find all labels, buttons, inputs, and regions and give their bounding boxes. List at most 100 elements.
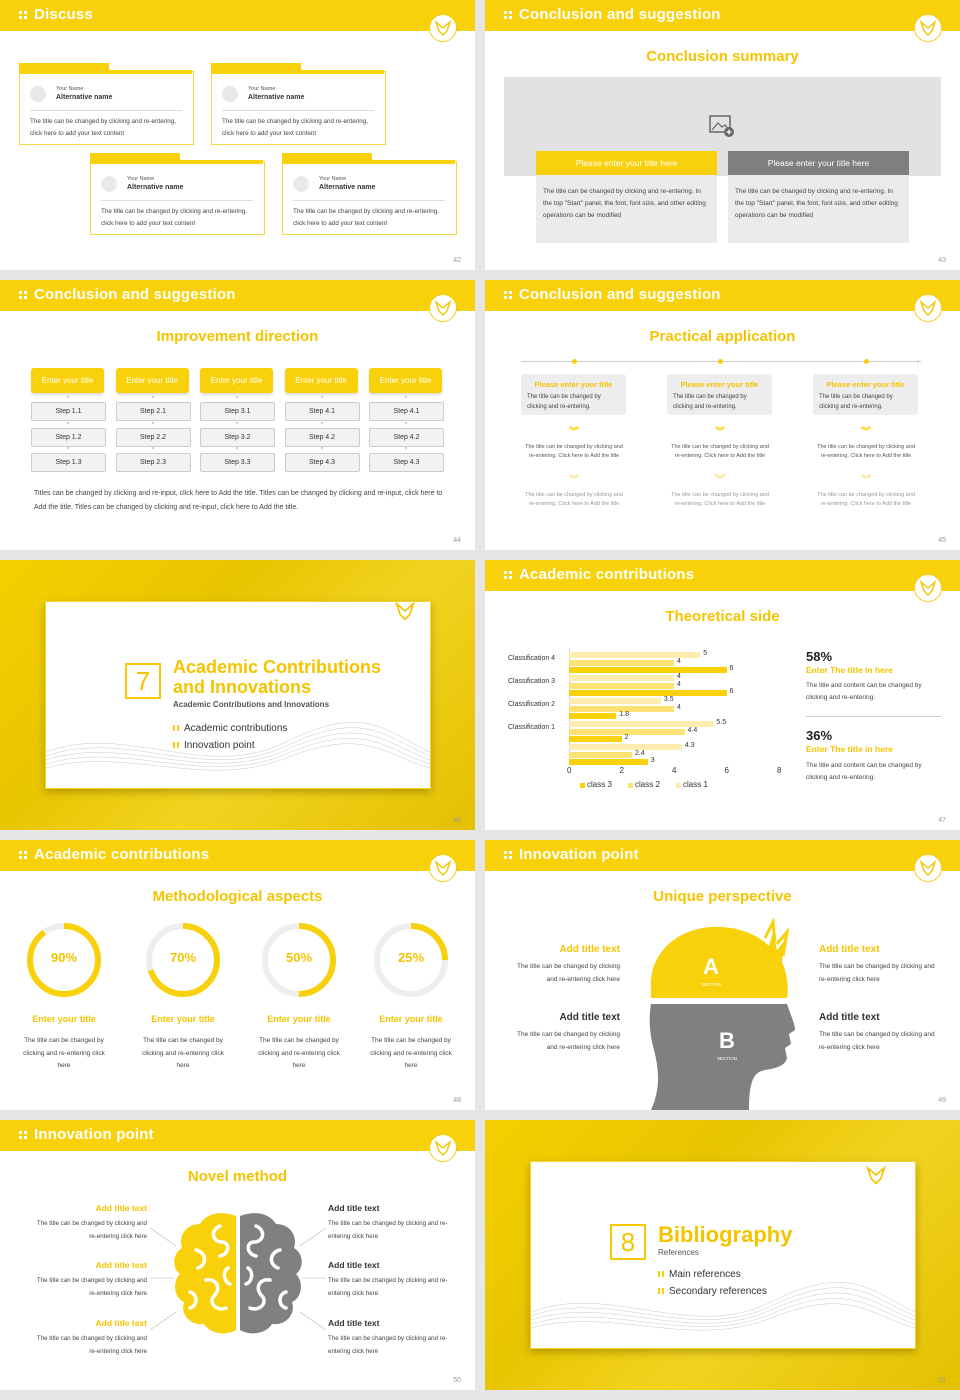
slide-48[interactable]: Academic contributions Methodological as… <box>0 840 475 1110</box>
title-button-1[interactable]: Please enter your title here <box>536 151 717 175</box>
page-number: 51 <box>938 1377 946 1384</box>
profile-card[interactable]: Your Name Alternative name The title can b… <box>211 63 386 145</box>
step-box[interactable]: Step 4.1 <box>284 402 360 421</box>
section-a-label: A <box>703 954 719 979</box>
column-title-button[interactable]: Enter your title <box>284 368 358 393</box>
step-box[interactable]: Step 4.3 <box>284 453 360 472</box>
connector-dot <box>405 447 407 449</box>
stat-title: Enter The title in here <box>806 665 893 675</box>
slide-43[interactable]: Conclusion and suggestion Conclusion sum… <box>485 0 960 270</box>
step-box[interactable]: Step 2.1 <box>115 402 191 421</box>
slide-42[interactable]: Discuss Your Name Alternative name The tit… <box>0 0 475 270</box>
profile-card[interactable]: Your Name Alternative name The title can b… <box>90 153 265 235</box>
item-text: The title can be changed by clicking and… <box>328 1335 448 1355</box>
bar <box>569 690 727 696</box>
section-item[interactable]: Academic contributions <box>173 723 287 734</box>
section-item[interactable]: Secondary references <box>658 1286 767 1297</box>
item-title: Add title text <box>95 1260 147 1270</box>
slide-subtitle: Theoretical side <box>665 608 780 625</box>
title-button-2[interactable]: Please enter your title here <box>728 151 909 175</box>
card-text: The title can be changed by clicking and… <box>293 208 439 227</box>
slide-47[interactable]: Academic contributions Theoretical side … <box>485 560 960 830</box>
step-box[interactable]: Step 1.2 <box>31 427 106 447</box>
chevron-down-icon: ︾ <box>715 475 725 486</box>
step-box[interactable]: Step 4.2 <box>284 427 360 447</box>
step-box[interactable]: Step 3.2 <box>200 427 275 447</box>
category-label: Classification 3 <box>508 678 556 685</box>
chevron-down-icon: ︾ <box>569 427 579 438</box>
bar-value-label: 3.5 <box>663 696 674 703</box>
slide-title: Conclusion and suggestion <box>519 286 721 303</box>
step-box[interactable]: Step 4.3 <box>369 453 444 472</box>
page-number: 43 <box>938 257 946 264</box>
step-box[interactable]: Step 1.1 <box>31 402 106 421</box>
step-box[interactable]: Step 2.2 <box>115 427 191 447</box>
dots-icon <box>504 851 513 860</box>
card-your-name: Your Name <box>319 176 347 182</box>
dots-icon <box>19 1131 28 1140</box>
step-box[interactable]: Step 1.3 <box>31 453 106 472</box>
ring-title: Enter your title <box>151 1014 215 1024</box>
column-title-button[interactable]: Enter your title <box>200 368 273 393</box>
logo-icon <box>914 294 942 322</box>
step-box[interactable]: Step 4.1 <box>369 402 444 421</box>
slide-49[interactable]: Innovation point Unique perspective A SE… <box>485 840 960 1110</box>
progress-ring: 50% <box>261 922 337 998</box>
item-text: The title can be changed by clicking and… <box>517 1031 620 1051</box>
step-box[interactable]: Step 2.3 <box>115 453 191 472</box>
bar-value-label: 4.4 <box>687 726 698 734</box>
slide-title: Discuss <box>34 6 93 23</box>
step-box[interactable]: Step 3.1 <box>200 402 275 421</box>
column-title-button[interactable]: Enter your title <box>115 368 189 393</box>
slide-50[interactable]: Innovation point Novel method Add title … <box>0 1120 475 1390</box>
profile-card[interactable]: Your Name Alternative name The title can b… <box>19 63 194 145</box>
step-box[interactable]: Step 4.2 <box>369 427 444 447</box>
application-card[interactable]: Please enter your title The title can be … <box>667 374 772 415</box>
item-title: Add title text <box>819 1012 880 1023</box>
slide-44[interactable]: Conclusion and suggestion Improvement di… <box>0 280 475 550</box>
card-title: Please enter your title <box>534 380 613 389</box>
image-icon <box>222 86 238 102</box>
slide-51[interactable]: 8 Bibliography References Main reference… <box>485 1120 960 1390</box>
card-text: The title can be changed by clicking and… <box>30 118 176 137</box>
step-box[interactable]: Step 3.3 <box>200 453 275 472</box>
connector-dot <box>67 421 69 424</box>
ring-title: Enter your title <box>267 1014 331 1024</box>
profile-card[interactable]: Your Name Alternative name The title can b… <box>282 153 457 235</box>
bar <box>569 713 617 719</box>
card-alt-name: Alternative name <box>319 184 376 191</box>
slide-header: Conclusion and suggestion <box>485 280 960 311</box>
slide-header: Innovation point <box>0 1120 475 1151</box>
logo-icon <box>390 602 420 626</box>
slide-45[interactable]: Conclusion and suggestion Practical appl… <box>485 280 960 550</box>
slide-46[interactable]: 7 Academic Contributions and Innovations… <box>0 560 475 830</box>
dots-icon <box>19 11 28 20</box>
page-number: 46 <box>453 817 461 824</box>
divider <box>806 716 941 717</box>
bar <box>569 759 648 765</box>
timeline-arrow-icon: › <box>917 357 920 366</box>
column-title-button[interactable]: Enter your title <box>369 368 442 393</box>
item-text: The title can be changed by clicking and… <box>517 963 620 983</box>
application-card[interactable]: Please enter your title The title can be … <box>813 374 918 415</box>
progress-ring: 70% <box>145 922 221 998</box>
ring-text: The title can be changed by clicking and… <box>23 1037 105 1069</box>
dots-icon <box>173 725 179 732</box>
slide-title: Conclusion and suggestion <box>34 286 236 303</box>
bar-value-label: 4 <box>677 673 681 680</box>
application-card[interactable]: Please enter your title The title can be … <box>521 374 626 415</box>
item-text: The title can be changed by clicking and… <box>819 1031 935 1051</box>
step-text: The title can be changed by clicking and… <box>817 492 915 507</box>
slide-title: Conclusion and suggestion <box>519 6 721 23</box>
bar <box>569 721 714 727</box>
slide-subtitle: Methodological aspects <box>152 888 323 905</box>
column-title-button[interactable]: Enter your title <box>31 368 104 393</box>
connector-dot <box>320 421 323 424</box>
category-label: Classification 2 <box>508 701 556 708</box>
page-number: 48 <box>453 1097 461 1104</box>
ring-value: 70% <box>169 950 197 965</box>
section-item[interactable]: Main references <box>658 1269 741 1280</box>
page-number: 45 <box>938 537 946 544</box>
section-item[interactable]: Innovation point <box>173 740 255 751</box>
dots-icon <box>504 11 513 20</box>
